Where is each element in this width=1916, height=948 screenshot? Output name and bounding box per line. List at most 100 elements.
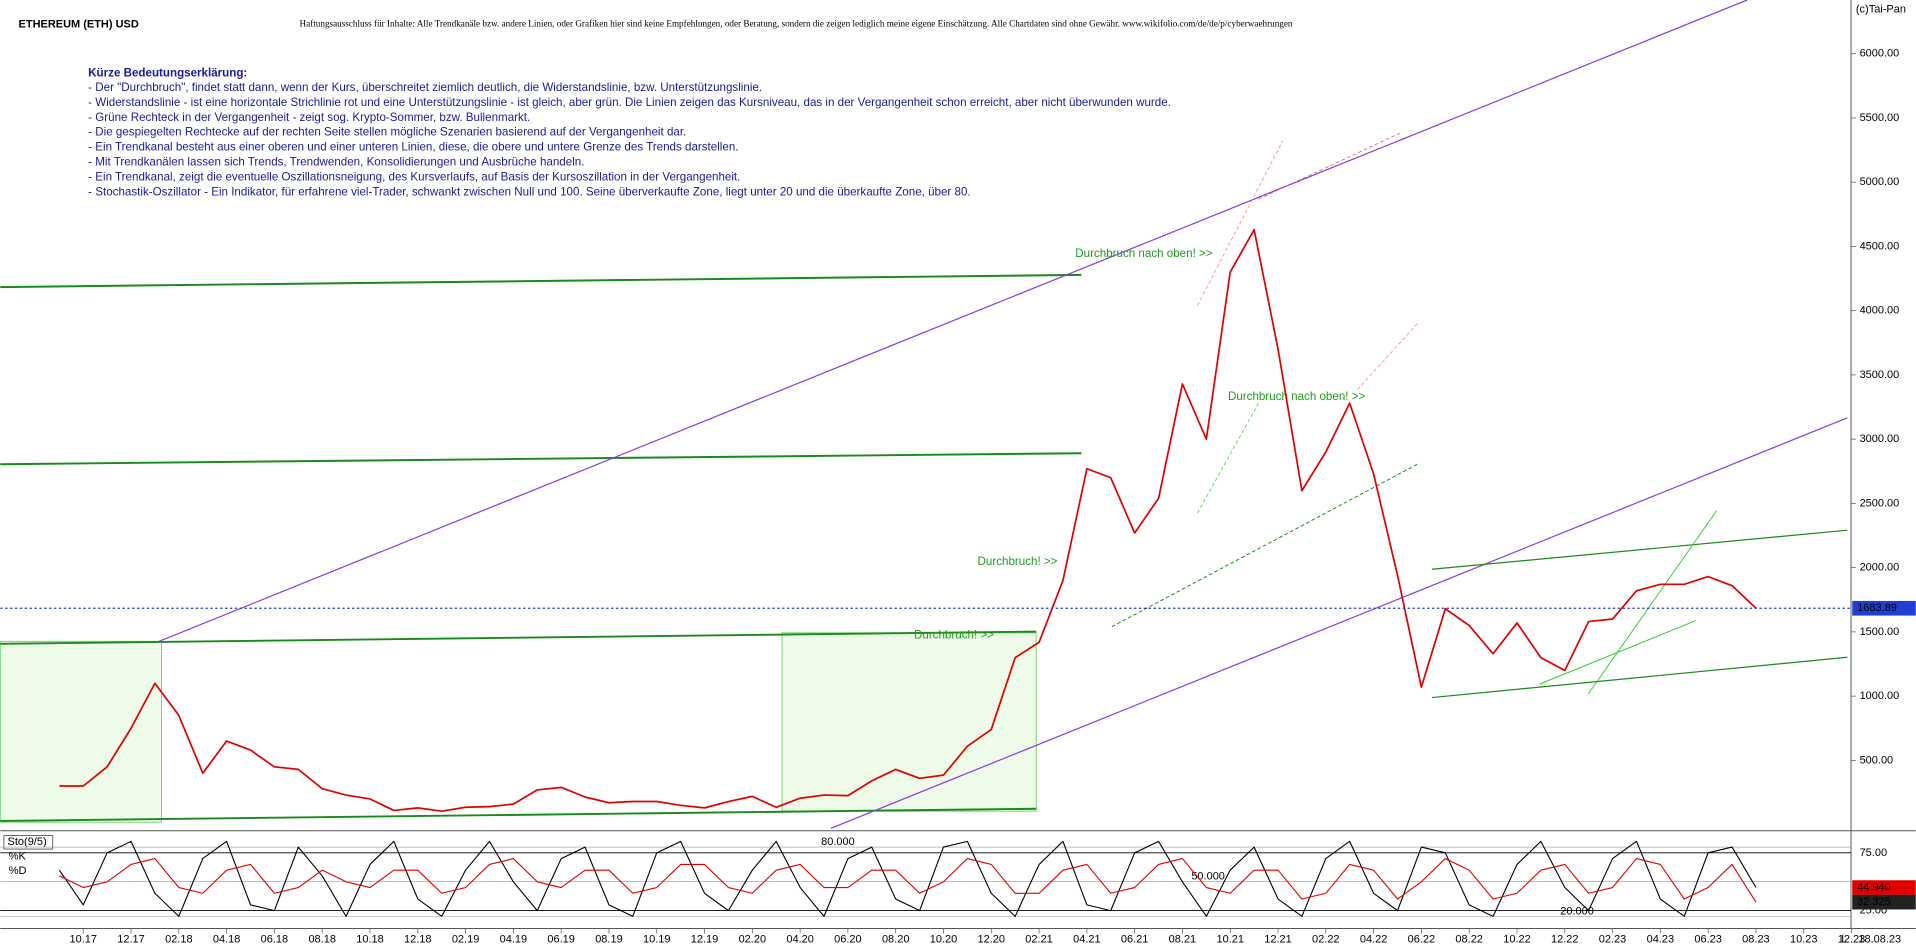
x-tick-label: 12.20: [978, 933, 1006, 945]
axis-mode: L: [1841, 933, 1847, 945]
bull-rect: [781, 632, 1037, 812]
y-tick-label: 6000.00: [1860, 48, 1900, 60]
x-tick-label: 08.18: [308, 933, 336, 945]
indicator-title: Sto(9/5): [8, 836, 47, 848]
y-tick-label: 5000.00: [1860, 176, 1900, 188]
x-tick-label: 04.22: [1360, 933, 1387, 945]
x-tick-label: 08.23: [1742, 933, 1770, 945]
y-tick-label: 4000.00: [1860, 305, 1900, 317]
x-tick-label: 08.22: [1455, 933, 1482, 945]
current-value-box: [1852, 880, 1916, 895]
trend-line: [0, 273, 1082, 289]
x-tick-label: 02.18: [165, 933, 192, 945]
copyright: (c)Tai-Pan: [1856, 4, 1906, 16]
oscillator-line: [58, 840, 1757, 917]
trend-line: [830, 417, 1848, 829]
trend-line: [0, 630, 1037, 645]
trend-line: [0, 452, 1082, 466]
x-tick-label: 10.23: [1790, 933, 1817, 945]
x-tick-label: 12.19: [691, 933, 719, 945]
x-tick-label: 12.23: [1838, 933, 1865, 945]
y-tick-label: 4500.00: [1860, 240, 1900, 252]
current-price-box: [1852, 600, 1916, 616]
x-tick-label: 12.18: [404, 933, 432, 945]
x-tick-label: 02.21: [1025, 933, 1053, 945]
x-tick-label: 12.17: [117, 933, 145, 945]
chart-title: ETHEREUM (ETH) USD: [19, 18, 139, 30]
price-line: [59, 228, 1757, 813]
x-tick-label: 10.20: [930, 933, 958, 945]
trend-line: [1431, 529, 1848, 570]
oscillator-line: [59, 858, 1757, 903]
notes-heading: Kürze Bedeutungserklärung:: [88, 66, 247, 79]
y-tick-label: 500.00: [1860, 754, 1894, 766]
x-tick-label: 06.21: [1121, 933, 1149, 945]
y-tick-label: 5500.00: [1860, 112, 1900, 124]
y-tick-label: 1500.00: [1860, 626, 1900, 638]
x-tick-label: 10.19: [643, 933, 671, 945]
x-tick-label: 06.19: [547, 933, 575, 945]
trend-line: [1258, 131, 1403, 200]
level-label: 80.000: [821, 836, 855, 848]
note-line: - Widerstandslinie - ist eine horizontal…: [88, 96, 1171, 109]
x-tick-label: 04.23: [1647, 933, 1674, 945]
x-tick-label: 06.23: [1694, 933, 1722, 945]
note-line: - Ein Trendkanal, zeigt die eventuelle O…: [88, 170, 740, 183]
x-tick-label: 02.23: [1599, 933, 1626, 945]
current-value-label: 44.940: [1857, 881, 1891, 893]
y-tick-label: 3000.00: [1860, 433, 1900, 445]
x-tick-label: 02.22: [1312, 933, 1339, 945]
note-line: - Der "Durchbruch", findet statt dann, w…: [88, 81, 762, 94]
x-tick-label: 08.21: [1169, 933, 1197, 945]
trend-line: [158, 0, 1748, 642]
trend-line: [0, 807, 1037, 822]
trend-line: [1431, 656, 1848, 699]
layout: [0, 0, 1916, 929]
disclaimer: Haftungsausschluss für Inhalte: Alle Tre…: [300, 19, 1293, 29]
level-label: 20.000: [1560, 905, 1594, 917]
x-tick-label: 04.19: [500, 933, 528, 945]
trend-line: [1197, 140, 1284, 306]
annotation: Durchbruch nach oben! >>: [1228, 390, 1366, 403]
legend-entry: %K: [9, 850, 27, 862]
x-tick-label: 02.20: [739, 933, 767, 945]
level-label: 50.000: [1191, 871, 1225, 883]
x-tick-label: 04.20: [786, 933, 814, 945]
annotation: Durchbruch! >>: [914, 628, 994, 641]
y-tick-label: 3500.00: [1860, 369, 1900, 381]
trend-line: [1111, 463, 1418, 628]
x-tick-label: 06.22: [1408, 933, 1436, 945]
note-line: - Grüne Rechteck in der Vergangenheit - …: [88, 111, 530, 124]
x-tick-label: 02.19: [452, 933, 480, 945]
note-line: - Mit Trendkanälen lassen sich Trends, T…: [88, 156, 584, 169]
x-tick-label: 08.19: [595, 933, 623, 945]
x-tick-label: 06.20: [834, 933, 862, 945]
x-tick-label: 12.22: [1551, 933, 1579, 945]
legend-entry: %D: [9, 865, 27, 877]
note-line: - Ein Trendkanal besteht aus einer obere…: [88, 141, 738, 154]
annotation: Durchbruch nach oben! >>: [1075, 247, 1213, 260]
x-tick-label: 10.22: [1503, 933, 1530, 945]
current-price-label: 1683.89: [1857, 602, 1897, 614]
x-tick-label: 08.20: [882, 933, 910, 945]
bull-rect: [0, 640, 162, 823]
x-tick-label: 10.21: [1216, 933, 1244, 945]
y-tick-label: 2500.00: [1860, 497, 1900, 509]
current-value-box: [1852, 894, 1916, 910]
x-tick-label: 12.21: [1264, 933, 1291, 945]
annotation: Durchbruch! >>: [978, 555, 1058, 568]
y-tick-label: 2000.00: [1860, 562, 1900, 574]
y-tick-label: 1000.00: [1860, 690, 1900, 702]
x-tick-label: 10.17: [70, 933, 98, 945]
last-date: 18.08.23: [1858, 933, 1901, 945]
x-tick-label: 10.18: [356, 933, 384, 945]
trend-line: [1587, 510, 1718, 695]
x-tick-label: 04.18: [213, 933, 241, 945]
x-tick-label: 04.21: [1073, 933, 1101, 945]
note-line: - Die gespiegelten Rechtecke auf der rec…: [88, 126, 686, 139]
trend-line: [1539, 620, 1697, 685]
current-value-label: 32.325: [1857, 896, 1891, 908]
trend-line: [1197, 402, 1259, 514]
